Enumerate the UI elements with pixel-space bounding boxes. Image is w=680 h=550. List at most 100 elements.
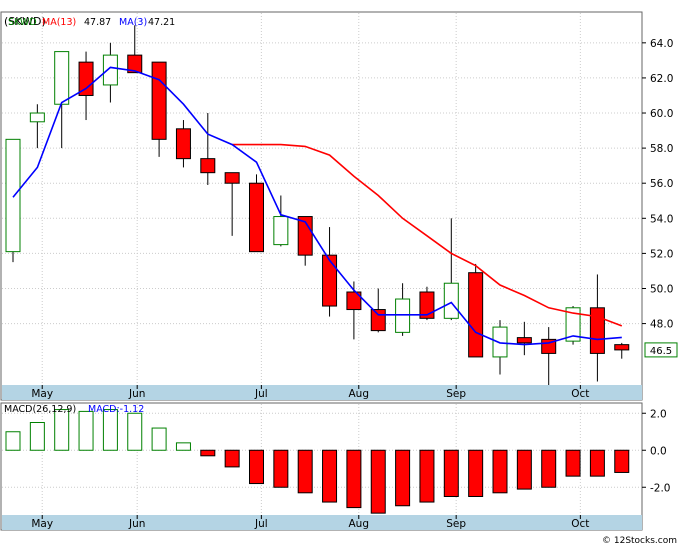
candle-body-down	[419, 291, 435, 319]
price-legend: SKWD MA(13) 47.87 MA(3) 47.21	[8, 17, 175, 28]
price-x-tick-label: Aug	[349, 388, 370, 400]
candle-body-up	[102, 54, 118, 86]
candle-body-down	[249, 182, 264, 253]
legend-ma13-label: MA(13)	[42, 17, 76, 28]
candle	[78, 51, 94, 121]
candle	[200, 113, 216, 185]
macd-x-tick-label: Oct	[571, 518, 589, 530]
macd-bar-positive	[54, 409, 70, 451]
candle	[395, 283, 411, 336]
price-x-axis: May Jun Jul Aug Sep Oct	[31, 385, 589, 400]
macd-bar-positive	[78, 410, 94, 451]
price-x-axis-band	[2, 385, 642, 400]
candle-body-up	[54, 51, 70, 105]
macd-y-tick-label: 0.0	[650, 445, 667, 457]
candle	[127, 25, 143, 74]
candle-body-up	[443, 282, 459, 319]
macd-bar-positive	[151, 427, 167, 451]
macd-bar-positive	[175, 442, 191, 451]
candle-body-down	[516, 337, 532, 344]
macd-bar-negative	[273, 449, 289, 488]
macd-bar-negative	[492, 449, 508, 494]
candle	[224, 172, 240, 236]
candle-body-down	[346, 291, 362, 311]
candle	[516, 321, 532, 356]
price-y-tick-label: 60.0	[650, 108, 673, 120]
macd-bar-negative	[395, 449, 411, 507]
macd-bar-positive	[29, 422, 45, 451]
candle-body-up	[273, 216, 289, 246]
price-y-tick-label: 62.0	[650, 73, 673, 85]
candle	[322, 227, 338, 317]
price-y-tick-label: 58.0	[650, 143, 673, 155]
candle-body-down	[468, 272, 484, 358]
macd-bar-negative	[541, 449, 557, 488]
candle-body-up	[565, 307, 581, 342]
macd-bar-negative	[589, 449, 605, 477]
candle	[249, 174, 264, 253]
last-price-box	[644, 342, 678, 358]
candle	[614, 342, 630, 359]
macd-histogram	[5, 409, 630, 514]
macd-bar-negative	[370, 449, 386, 514]
price-y-axis: 64.0 62.0 60.0 58.0 56.0 54.0 52.0 50.0 48.0	[642, 38, 673, 331]
macd-bar-positive	[5, 431, 21, 451]
macd-y-axis: 2.0 0.0 -2.0	[642, 408, 671, 494]
candle-body-down	[151, 61, 167, 140]
macd-x-tick-label: Jul	[254, 518, 268, 530]
candle	[175, 120, 191, 168]
candle	[443, 218, 459, 321]
macd-bar-negative	[224, 449, 240, 468]
macd-bar-negative	[468, 449, 484, 497]
candle	[273, 195, 289, 247]
candle	[151, 61, 167, 157]
candle	[468, 263, 484, 358]
price-y-tick-label: 50.0	[650, 283, 673, 295]
last-price-label: 46.5	[650, 346, 672, 357]
price-y-tick-label: 52.0	[650, 248, 673, 260]
price-x-tick-label: May	[31, 388, 53, 400]
legend-ma13-value: 47.87	[84, 17, 111, 28]
macd-bar-negative	[200, 449, 216, 457]
legend-ma3-value: 47.21	[148, 17, 175, 28]
macd-bar-negative	[249, 449, 264, 485]
macd-bar-positive	[102, 409, 118, 451]
candle	[589, 274, 605, 382]
price-x-tick-label: Jun	[128, 388, 145, 400]
watermark: © 12Stocks.com	[602, 536, 677, 546]
ma3-line	[12, 66, 622, 346]
macd-bar-positive	[127, 412, 143, 451]
legend-symbol-label: SKWD	[8, 17, 37, 28]
macd-x-tick-label: Sep	[446, 518, 466, 530]
candle	[492, 320, 508, 375]
macd-y-tick-label: 2.0	[650, 408, 667, 420]
chart-title: (SKWD)	[4, 15, 46, 28]
legend-ma3-label: MA(3)	[119, 17, 147, 28]
macd-x-axis: May Jun Jul Aug Sep Oct	[31, 515, 589, 530]
candle-body-down	[614, 344, 630, 351]
macd-y-tick-label: -2.0	[650, 482, 671, 494]
macd-bar-negative	[516, 449, 532, 490]
candle-body-down	[200, 158, 216, 174]
macd-bar-negative	[297, 449, 313, 494]
macd-legend-value: MACD:-1.12	[88, 404, 144, 415]
macd-x-tick-label: May	[31, 518, 53, 530]
candle-body-down	[78, 61, 94, 96]
price-y-tick-label: 48.0	[650, 319, 673, 331]
candle-body-up	[492, 326, 508, 358]
candle-body-up	[5, 138, 21, 253]
macd-bar-negative	[443, 449, 459, 497]
macd-legend-label: MACD(26,12,9)	[4, 404, 76, 415]
macd-x-axis-band	[2, 515, 642, 530]
price-x-tick-label: Jul	[254, 388, 268, 400]
candle	[102, 42, 118, 103]
candle-body-down	[322, 254, 338, 307]
candle-body-down	[175, 128, 191, 160]
candle-body-down	[127, 54, 143, 74]
price-y-tick-label: 56.0	[650, 178, 673, 190]
price-x-tick-label: Oct	[571, 388, 589, 400]
candle-body-down	[224, 172, 240, 184]
candle	[565, 306, 581, 345]
